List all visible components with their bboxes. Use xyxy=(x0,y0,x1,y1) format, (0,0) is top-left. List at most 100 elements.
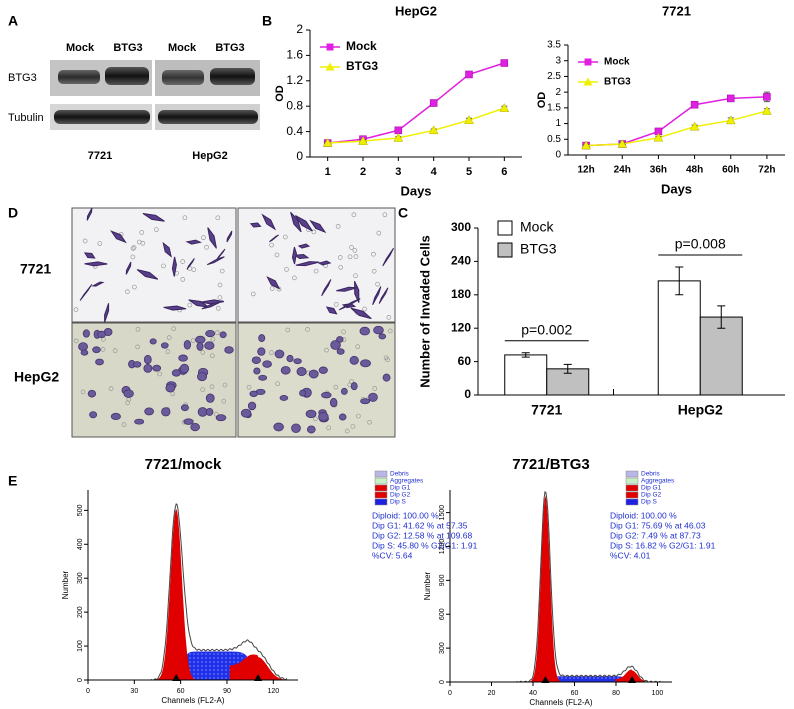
y-tick-label: 1 xyxy=(555,118,561,129)
y-tick-label: 3 xyxy=(555,55,561,66)
cell xyxy=(216,248,226,261)
chart-title: 7721 xyxy=(662,3,691,18)
chart-title: HepG2 xyxy=(395,3,437,18)
pore xyxy=(165,349,171,354)
blot-band xyxy=(54,110,150,124)
cell xyxy=(79,284,93,301)
stat-line: Diploid: 100.00 % xyxy=(372,510,439,520)
pore xyxy=(305,327,310,332)
lane-label: Mock xyxy=(168,42,197,54)
cell xyxy=(226,230,233,243)
pore xyxy=(350,424,356,429)
pore xyxy=(100,347,106,352)
cell xyxy=(273,422,284,432)
point xyxy=(429,99,438,107)
cell xyxy=(136,269,159,280)
cell xyxy=(87,389,97,398)
bar-chart: 0 60 120 180 240 300 Number of Invaded Cells 77… xyxy=(417,219,785,418)
pore xyxy=(313,268,319,274)
pore xyxy=(130,246,136,251)
cell xyxy=(240,408,252,418)
pore xyxy=(344,428,350,434)
lane-label: BTG3 xyxy=(113,42,142,54)
pore xyxy=(166,335,172,340)
pore xyxy=(387,328,393,334)
error-bar xyxy=(675,266,684,296)
y-tick-label: 100 xyxy=(77,640,84,652)
series-line xyxy=(327,107,505,144)
x-tick-label: 4 xyxy=(431,166,438,178)
pore xyxy=(367,419,372,425)
cell xyxy=(368,392,378,402)
series-line xyxy=(586,110,768,147)
chart-title: 7721/mock xyxy=(145,456,222,473)
stat-line: Dip G2: 12.58 % at 109.68 xyxy=(372,530,472,540)
x-tick-label: 3 xyxy=(395,166,401,178)
pore xyxy=(209,384,215,390)
pore xyxy=(82,238,88,244)
cell xyxy=(251,356,261,364)
pore xyxy=(161,263,166,269)
pore xyxy=(121,422,127,427)
legend-label: BTG3 xyxy=(520,241,557,257)
cell xyxy=(325,306,338,315)
pore xyxy=(250,291,256,297)
blot-band xyxy=(162,70,204,85)
pore xyxy=(371,251,376,257)
cell xyxy=(291,423,301,434)
point xyxy=(394,126,403,135)
peak-marker xyxy=(172,674,181,681)
peak-marker xyxy=(541,676,550,683)
y-axis-label: Number xyxy=(423,571,432,600)
phase-g2 xyxy=(615,669,652,682)
x-axis-label: Days xyxy=(400,183,431,198)
x-tick-label: 90 xyxy=(223,688,231,695)
flow-histogram: 0 300 600 900 1200 1500 0 20 40 60 80 100 Channels (… xyxy=(423,456,716,707)
x-tick-label: 20 xyxy=(488,690,496,697)
pore xyxy=(269,350,274,356)
point xyxy=(322,138,333,147)
pore xyxy=(376,230,382,236)
cell xyxy=(336,348,345,355)
lane-label: Mock xyxy=(66,42,95,54)
pore xyxy=(171,326,177,332)
x-tick-label: 30 xyxy=(130,688,138,695)
legend-swatch xyxy=(625,484,639,492)
cell xyxy=(206,256,225,266)
y-tick-label: 2 xyxy=(555,87,561,98)
point xyxy=(465,70,473,79)
pore xyxy=(153,227,159,232)
cell xyxy=(215,414,227,422)
cell xyxy=(249,222,262,228)
pore xyxy=(210,336,216,342)
cell xyxy=(318,366,328,374)
cell xyxy=(349,355,359,365)
pore xyxy=(375,281,380,287)
cell xyxy=(354,280,360,303)
pore xyxy=(182,215,188,221)
p-value: p=0.002 xyxy=(521,321,572,337)
y-tick-label: 3.5 xyxy=(547,40,561,51)
phase-g1 xyxy=(527,495,564,682)
pore xyxy=(135,326,141,332)
y-tick-label: 1500 xyxy=(439,505,446,521)
pore xyxy=(187,302,193,308)
point xyxy=(500,59,509,67)
x-tick-label: 2 xyxy=(360,166,366,178)
y-tick-label: 0 xyxy=(77,678,84,682)
pore xyxy=(349,245,354,250)
bar xyxy=(657,280,701,396)
point xyxy=(763,93,771,101)
legend-swatch xyxy=(625,498,639,506)
legend-swatch xyxy=(374,470,388,478)
pore xyxy=(136,239,142,245)
cell xyxy=(204,341,215,350)
cell xyxy=(317,260,332,266)
pore xyxy=(125,400,131,406)
cell xyxy=(205,393,215,403)
pore xyxy=(355,344,361,350)
cell-line-label: HepG2 xyxy=(192,150,227,162)
x-tick-label: 7721 xyxy=(531,402,562,418)
cell xyxy=(382,247,394,267)
cell xyxy=(82,329,90,338)
